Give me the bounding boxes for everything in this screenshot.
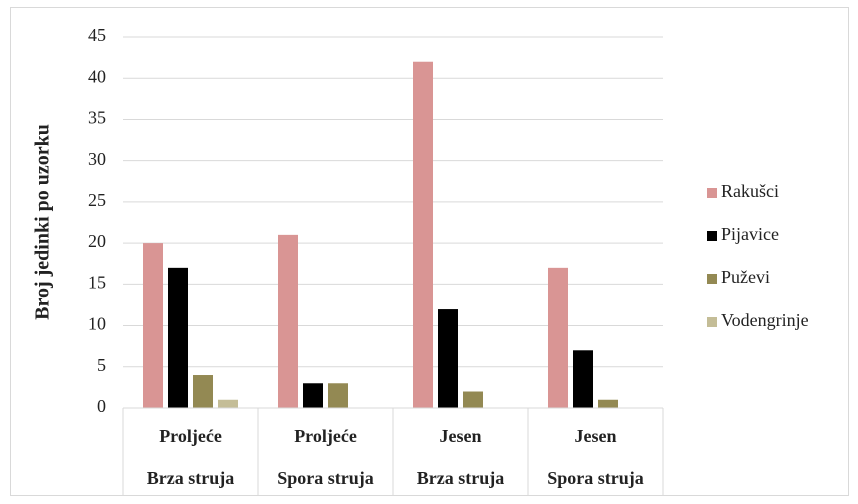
x-subcategory-label: Spora struja xyxy=(277,468,374,488)
legend-swatch xyxy=(707,274,717,284)
legend-label: Vodengrinje xyxy=(721,310,809,330)
bar xyxy=(573,350,593,408)
bar xyxy=(303,383,323,408)
bar xyxy=(548,267,568,408)
y-tick-label: 25 xyxy=(88,190,106,210)
legend-label: Rakušci xyxy=(721,181,779,201)
legend-label: Pijavice xyxy=(721,224,779,244)
x-subcategory-label: Brza struja xyxy=(417,468,504,488)
y-tick-label: 10 xyxy=(88,314,106,334)
y-tick-label: 45 xyxy=(88,25,106,45)
bar xyxy=(463,391,483,408)
legend-swatch xyxy=(707,231,717,241)
y-axis-label: Broj jedinki po uzorku xyxy=(32,124,54,320)
bar xyxy=(598,399,618,408)
legend-swatch xyxy=(707,317,717,327)
x-subcategory-label: Brza struja xyxy=(147,468,234,488)
x-tick-label: Proljeće xyxy=(294,426,357,446)
y-tick-label: 30 xyxy=(88,149,106,169)
x-tick-label: Proljeće xyxy=(159,426,222,446)
legend-swatch xyxy=(707,188,717,198)
bar xyxy=(193,375,213,408)
x-subcategory-label: Spora struja xyxy=(547,468,644,488)
y-tick-label: 5 xyxy=(97,355,106,375)
bar xyxy=(438,309,458,408)
y-tick-label: 40 xyxy=(88,66,106,86)
y-tick-label: 20 xyxy=(88,231,106,251)
bar xyxy=(168,267,188,408)
bar xyxy=(218,399,238,408)
y-tick-label: 35 xyxy=(88,108,106,128)
bar xyxy=(328,383,348,408)
bar xyxy=(278,234,298,408)
x-tick-label: Jesen xyxy=(575,426,617,446)
legend-label: Puževi xyxy=(721,267,770,287)
y-tick-label: 15 xyxy=(88,272,106,292)
bar xyxy=(413,61,433,408)
y-tick-label: 0 xyxy=(97,396,106,416)
bar xyxy=(143,243,163,408)
x-tick-label: Jesen xyxy=(440,426,482,446)
